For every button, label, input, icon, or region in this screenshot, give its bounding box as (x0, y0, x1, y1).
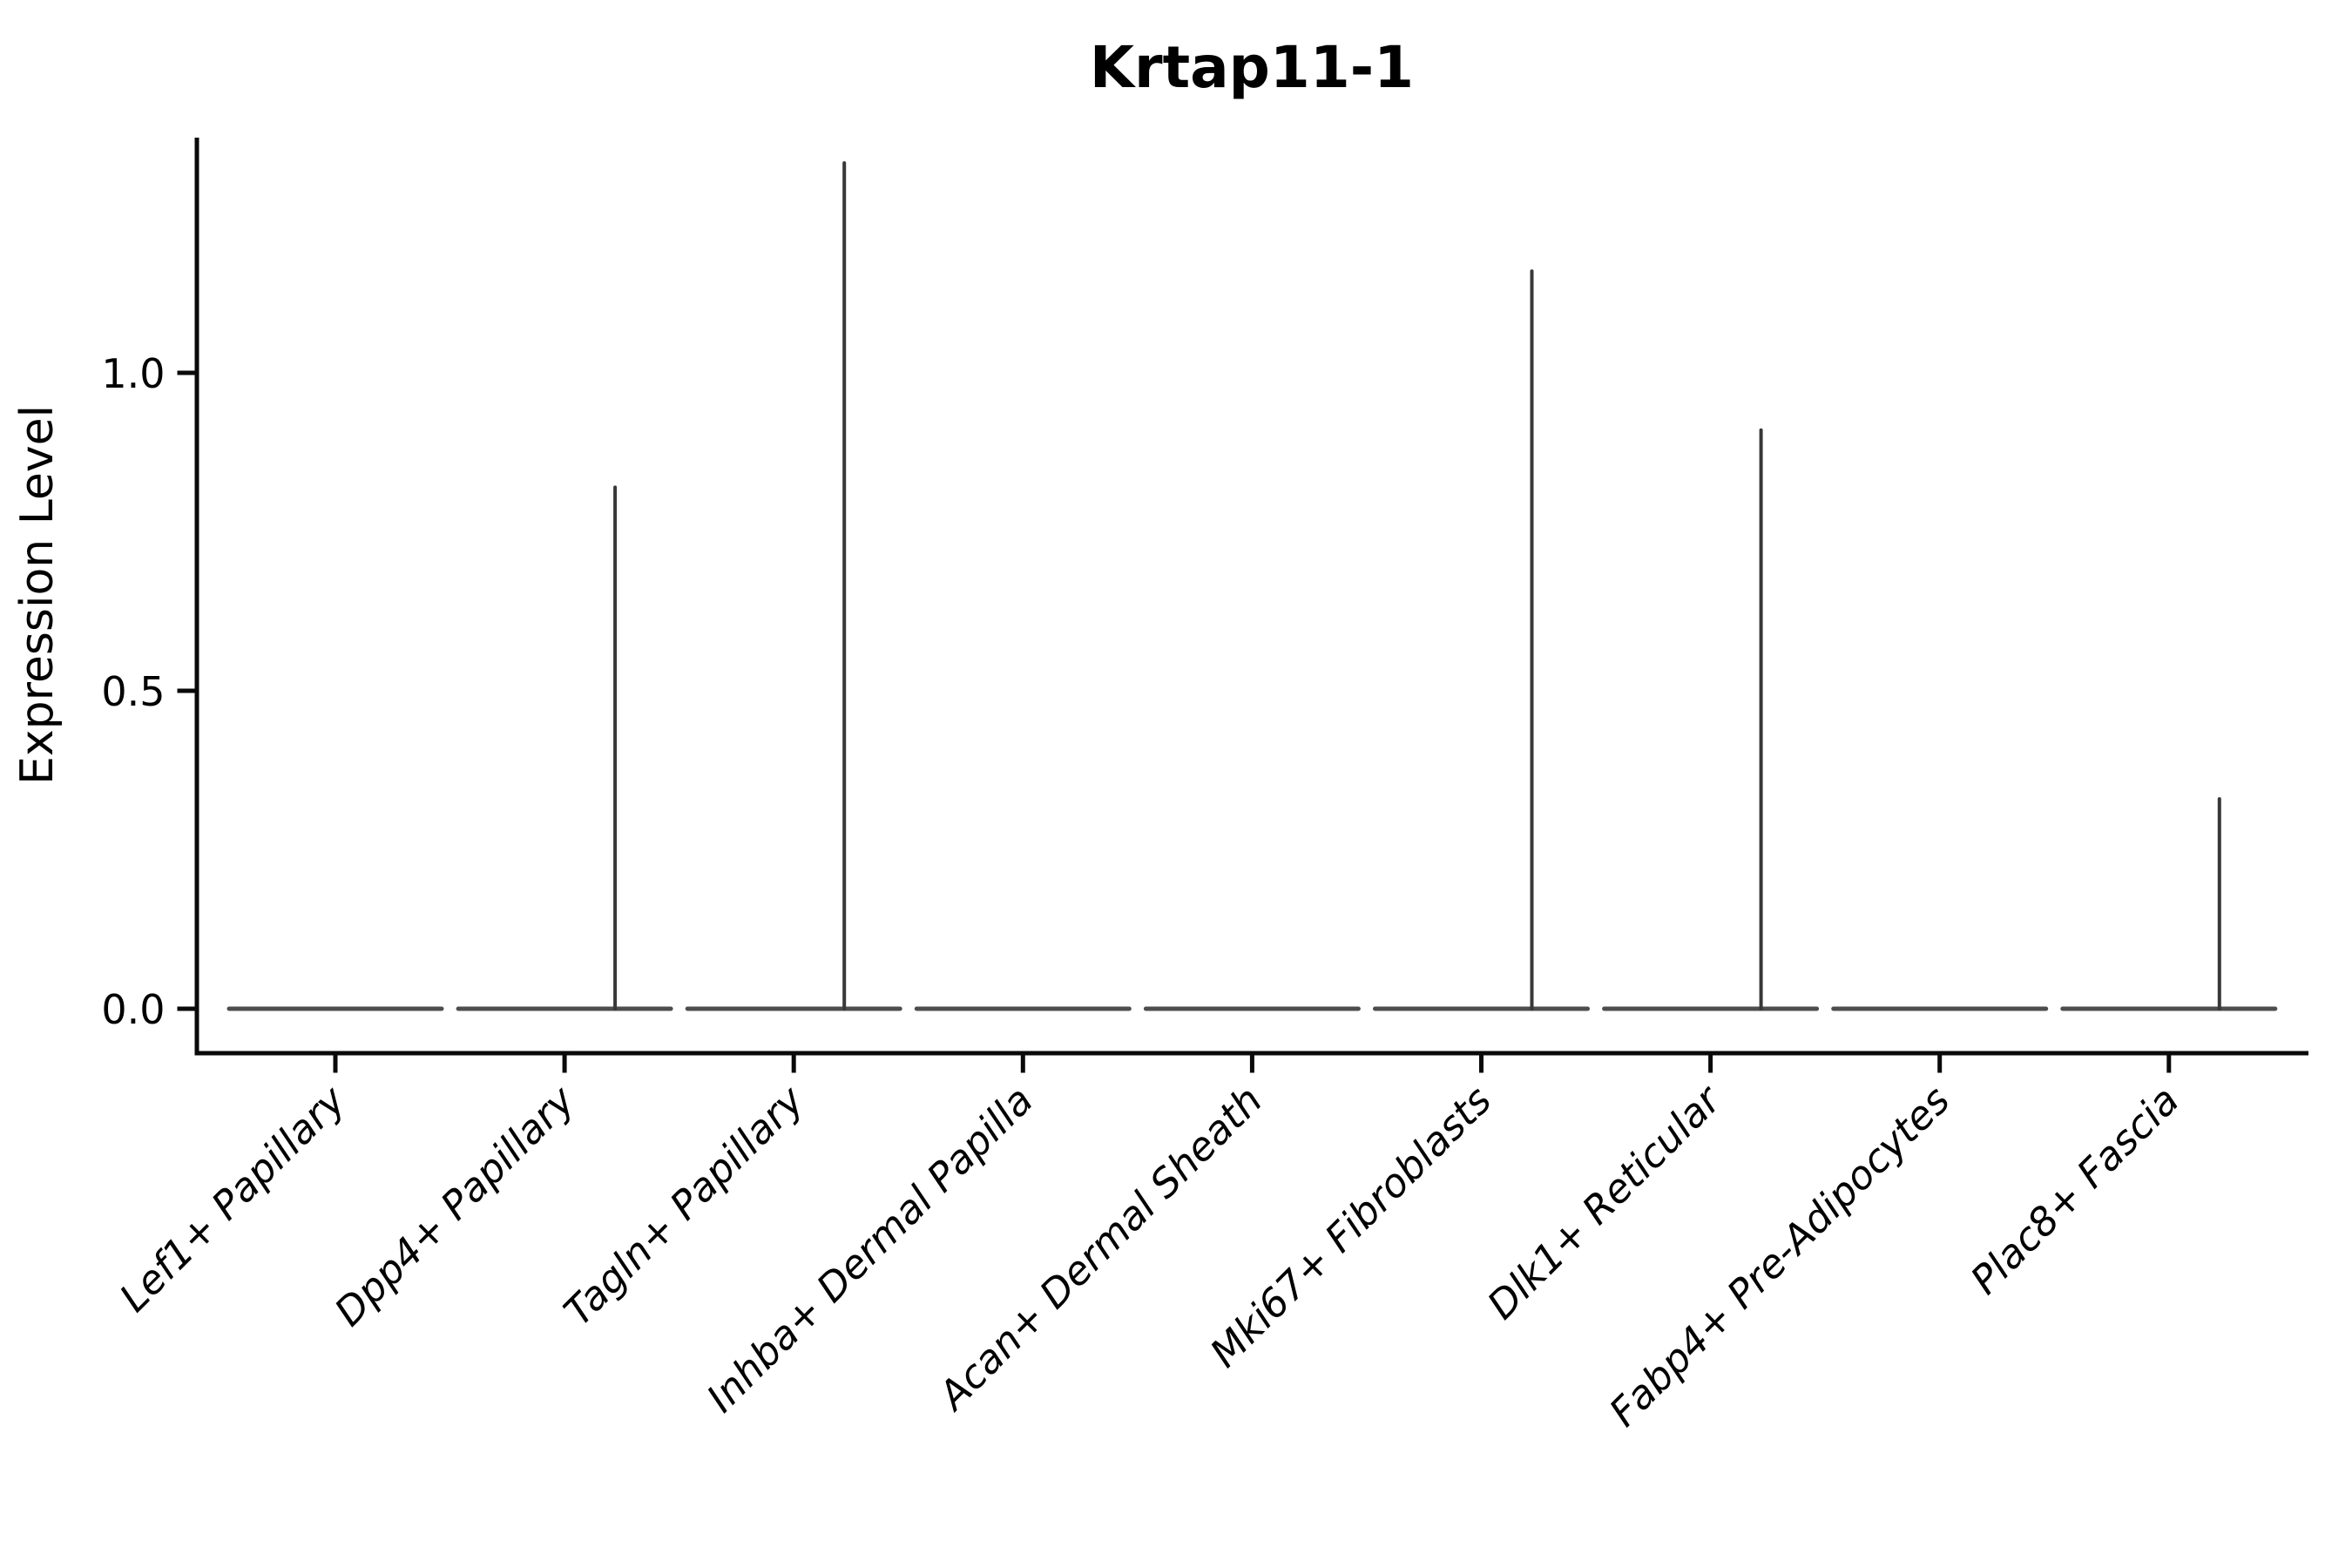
y-axis-label: Expression Level (11, 405, 64, 785)
y-tick-label: 0.5 (101, 668, 165, 715)
x-tick-label: Dpp4+ Papillary (326, 1076, 585, 1335)
violin-layer (226, 161, 2278, 1011)
x-tick-label: Dlk1+ Reticular (1478, 1076, 1731, 1328)
x-tick-label: Lef1+ Papillary (111, 1076, 355, 1321)
y-tick-label: 1.0 (101, 350, 165, 397)
x-tick-label: Plac8+ Fascia (1962, 1077, 2188, 1303)
y-tick-label: 0.0 (101, 986, 165, 1033)
plot-title: Krtap11-1 (1090, 34, 1414, 101)
x-tick-label: Tagln+ Papillary (555, 1076, 814, 1335)
axes-layer (177, 138, 2308, 1073)
